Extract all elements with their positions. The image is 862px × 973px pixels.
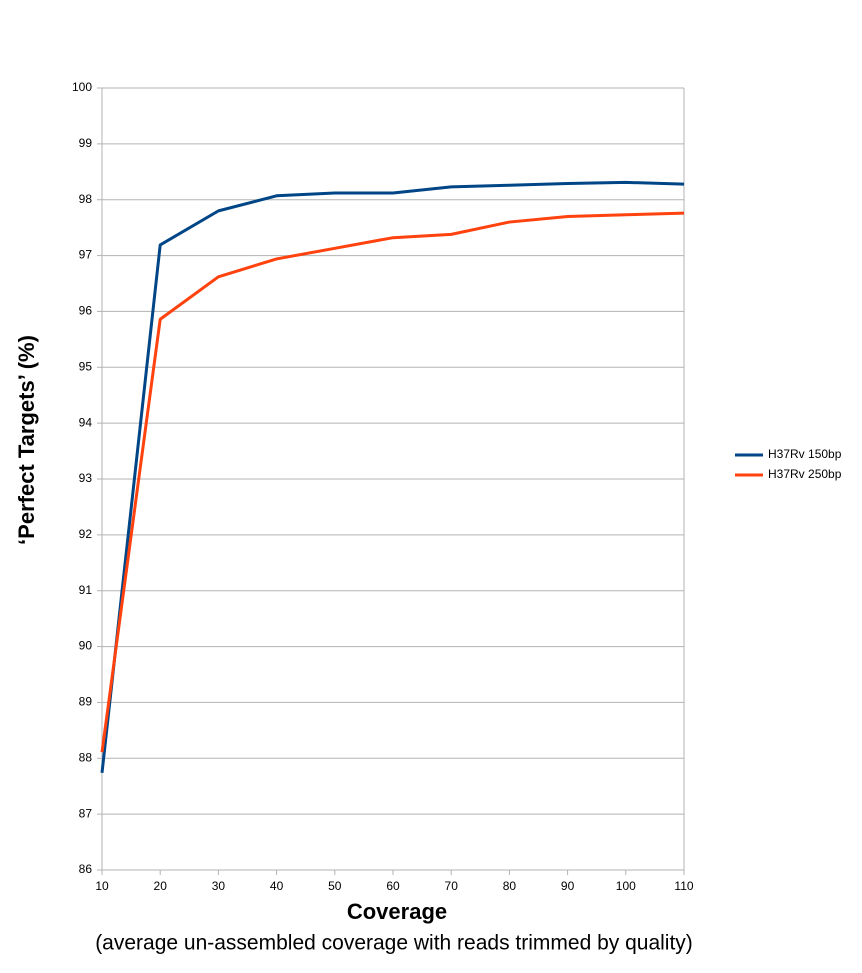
y-tick-label: 92 (79, 527, 93, 541)
x-tick-label: 40 (270, 879, 284, 893)
x-tick-label: 70 (445, 879, 459, 893)
x-tick-label: 60 (386, 879, 400, 893)
x-tick-label: 90 (561, 879, 575, 893)
y-tick-label: 87 (79, 806, 93, 820)
x-tick-label: 80 (503, 879, 517, 893)
legend-label: H37Rv 150bp (768, 447, 842, 461)
y-tick-label: 88 (79, 750, 93, 764)
x-tick-label: 30 (212, 879, 226, 893)
y-tick-label: 91 (79, 583, 93, 597)
y-tick-label: 86 (79, 862, 93, 876)
y-tick-label: 95 (79, 359, 93, 373)
x-tick-label: 50 (328, 879, 342, 893)
y-tick-label: 97 (79, 248, 93, 262)
y-tick-label: 98 (79, 192, 93, 206)
y-tick-label: 89 (79, 695, 93, 709)
x-tick-label: 20 (154, 879, 168, 893)
y-tick-label: 100 (72, 80, 92, 94)
x-tick-label: 10 (95, 879, 109, 893)
series-line (100, 211, 685, 753)
x-tick-label: 110 (674, 879, 693, 893)
x-axis-sublabel: (average un-assembled coverage with read… (95, 932, 693, 955)
y-tick-label: 94 (79, 415, 93, 429)
y-tick-label: 96 (79, 304, 93, 318)
y-tick-label: 90 (79, 639, 93, 653)
y-tick-label: 93 (79, 471, 93, 485)
series-line (100, 180, 685, 773)
legend-label: H37Rv 250bp (768, 467, 842, 481)
y-axis-label: ‘Perfect Targets’ (%) (14, 335, 39, 545)
x-tick-label: 100 (616, 879, 636, 893)
y-tick-label: 99 (79, 136, 93, 150)
x-axis-label: Coverage (347, 899, 447, 924)
